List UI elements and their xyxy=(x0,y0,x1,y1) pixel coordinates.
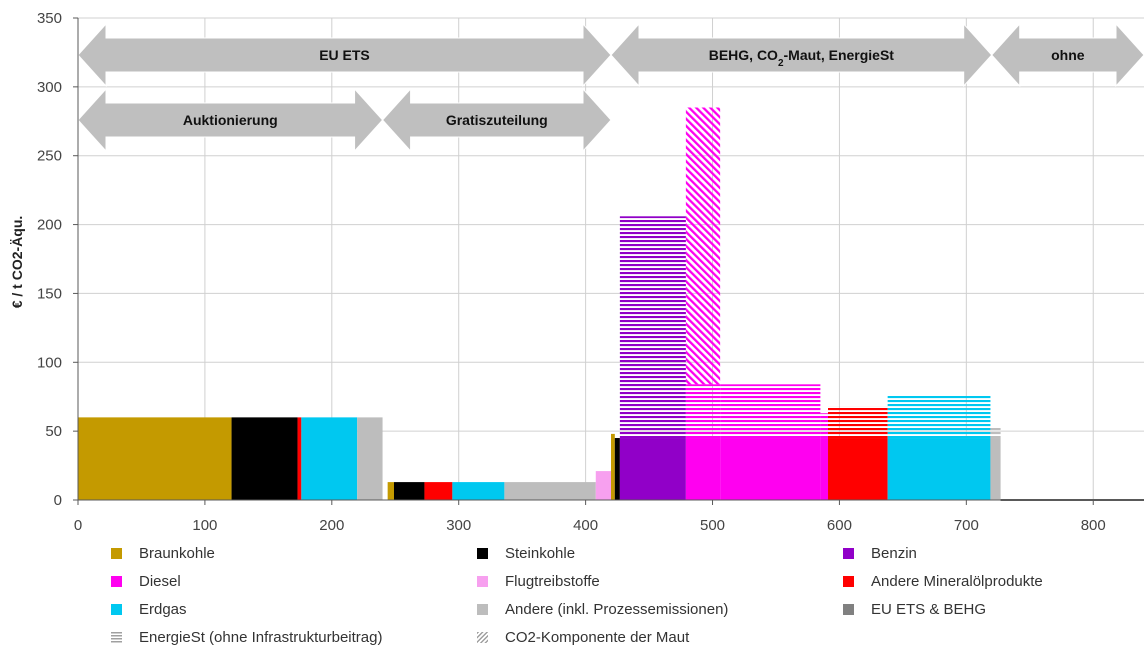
legend-item: Diesel xyxy=(111,570,181,592)
bar-segment xyxy=(452,482,505,500)
bar-segment-energiest xyxy=(887,395,991,439)
axes: 0 50 100 150 200 250 300 350 0 100 200 300 400 500 600… xyxy=(37,10,1144,534)
x-tick-label: 700 xyxy=(954,517,979,534)
bar-segment xyxy=(301,417,358,500)
bar-segment xyxy=(504,482,596,500)
legend-item: Braunkohle xyxy=(111,542,215,564)
legend-swatch xyxy=(111,575,122,587)
legend-label: Steinkohle xyxy=(505,544,576,562)
legend-label: Flugtreibstoffe xyxy=(505,572,600,590)
y-axis-label: € / t CO2-Äqu. xyxy=(9,216,25,309)
legend-item: Erdgas xyxy=(111,598,187,620)
bar-segment-energiest xyxy=(720,384,821,439)
coverage-arrow-label: ohne xyxy=(1051,47,1085,63)
chart-plot: EU ETS BEHG, CO2-Maut, EnergieSt ohne Aukti… xyxy=(9,10,1144,534)
y-tick-label: 200 xyxy=(37,217,62,234)
x-tick-label: 200 xyxy=(319,517,344,534)
legend-item: Andere (inkl. Prozessemissionen) xyxy=(477,598,728,620)
y-tick-label: 150 xyxy=(37,285,62,302)
legend-swatch xyxy=(111,631,122,643)
legend-swatch xyxy=(111,603,122,615)
legend-label: Erdgas xyxy=(139,600,187,618)
coverage-arrow-label: EU ETS xyxy=(319,47,370,63)
x-tick-label: 300 xyxy=(446,517,471,534)
bar-segment xyxy=(231,417,298,500)
bar-segment xyxy=(387,482,394,500)
bar-segment xyxy=(614,438,620,500)
legend-label: EnergieSt (ohne Infrastrukturbeitrag) xyxy=(139,628,383,646)
x-tick-label: 400 xyxy=(573,517,598,534)
bar-segment xyxy=(357,417,383,500)
x-tick-label: 0 xyxy=(74,517,82,534)
x-tick-label: 100 xyxy=(192,517,217,534)
legend: Braunkohle Steinkohle Benzin Diesel Flugtrei… xyxy=(0,537,1144,657)
legend-item: CO2-Komponente der Maut xyxy=(477,626,689,648)
legend-swatch xyxy=(111,547,122,559)
coverage-arrows: EU ETS BEHG, CO2-Maut, EnergieSt ohne Aukti… xyxy=(77,22,1144,153)
legend-swatch xyxy=(843,575,854,587)
x-tick-label: 800 xyxy=(1081,517,1106,534)
y-tick-label: 0 xyxy=(54,492,62,509)
coverage-arrow xyxy=(991,22,1144,88)
bar-segment-energiest xyxy=(828,406,888,439)
coverage-arrow-label: Gratiszuteilung xyxy=(446,112,548,128)
legend-label: CO2-Komponente der Maut xyxy=(505,628,690,646)
bar-segment xyxy=(611,433,615,500)
bar-segment-energiest xyxy=(619,216,686,439)
legend-label: EU ETS & BEHG xyxy=(871,600,987,618)
legend-label: Diesel xyxy=(139,572,181,590)
legend-label: Andere Mineralölprodukte xyxy=(871,572,1043,590)
bar-segment xyxy=(685,438,721,500)
bar-segment-energiest xyxy=(990,427,1001,439)
bar-segment-maut xyxy=(685,107,721,385)
bar-segment xyxy=(78,417,232,500)
coverage-arrow-label: Auktionierung xyxy=(183,112,278,128)
bar-segment xyxy=(424,482,453,500)
legend-label: Andere (inkl. Prozessemissionen) xyxy=(505,600,729,618)
bar-segment xyxy=(887,438,991,500)
legend-item: Flugtreibstoffe xyxy=(477,570,600,592)
y-tick-label: 250 xyxy=(37,148,62,165)
legend-swatch xyxy=(477,631,488,643)
bar-segments xyxy=(78,107,1144,501)
legend-item: EU ETS & BEHG xyxy=(843,598,986,620)
bar-segment xyxy=(720,438,821,500)
legend-label: Braunkohle xyxy=(139,544,215,562)
y-tick-label: 50 xyxy=(45,423,62,440)
legend-swatch xyxy=(843,547,854,559)
bar-segment xyxy=(619,438,686,500)
legend-swatch xyxy=(843,603,854,615)
coverage-arrow xyxy=(381,87,612,153)
bar-segment-energiest xyxy=(820,413,829,439)
legend-swatch xyxy=(477,603,488,615)
legend-item: EnergieSt (ohne Infrastrukturbeitrag) xyxy=(111,626,382,648)
bar-segment xyxy=(595,471,611,500)
legend-label: Benzin xyxy=(871,544,917,562)
bar-segment xyxy=(393,482,425,500)
bar-segment xyxy=(820,438,829,500)
legend-item: Benzin xyxy=(843,542,917,564)
bar-segment xyxy=(297,417,302,500)
y-tick-label: 350 xyxy=(37,10,62,27)
coverage-arrow-label: BEHG, CO2-Maut, EnergieSt xyxy=(709,47,895,69)
y-tick-label: 300 xyxy=(37,79,62,96)
legend-swatch xyxy=(477,547,488,559)
bar-segment xyxy=(990,438,1001,500)
legend-swatch xyxy=(477,575,488,587)
y-tick-label: 100 xyxy=(37,354,62,371)
legend-item: Andere Mineralölprodukte xyxy=(843,570,1043,592)
x-tick-label: 600 xyxy=(827,517,852,534)
bar-segment xyxy=(828,438,888,500)
x-tick-label: 500 xyxy=(700,517,725,534)
bar-segment-energiest xyxy=(685,384,721,439)
legend-item: Steinkohle xyxy=(477,542,575,564)
